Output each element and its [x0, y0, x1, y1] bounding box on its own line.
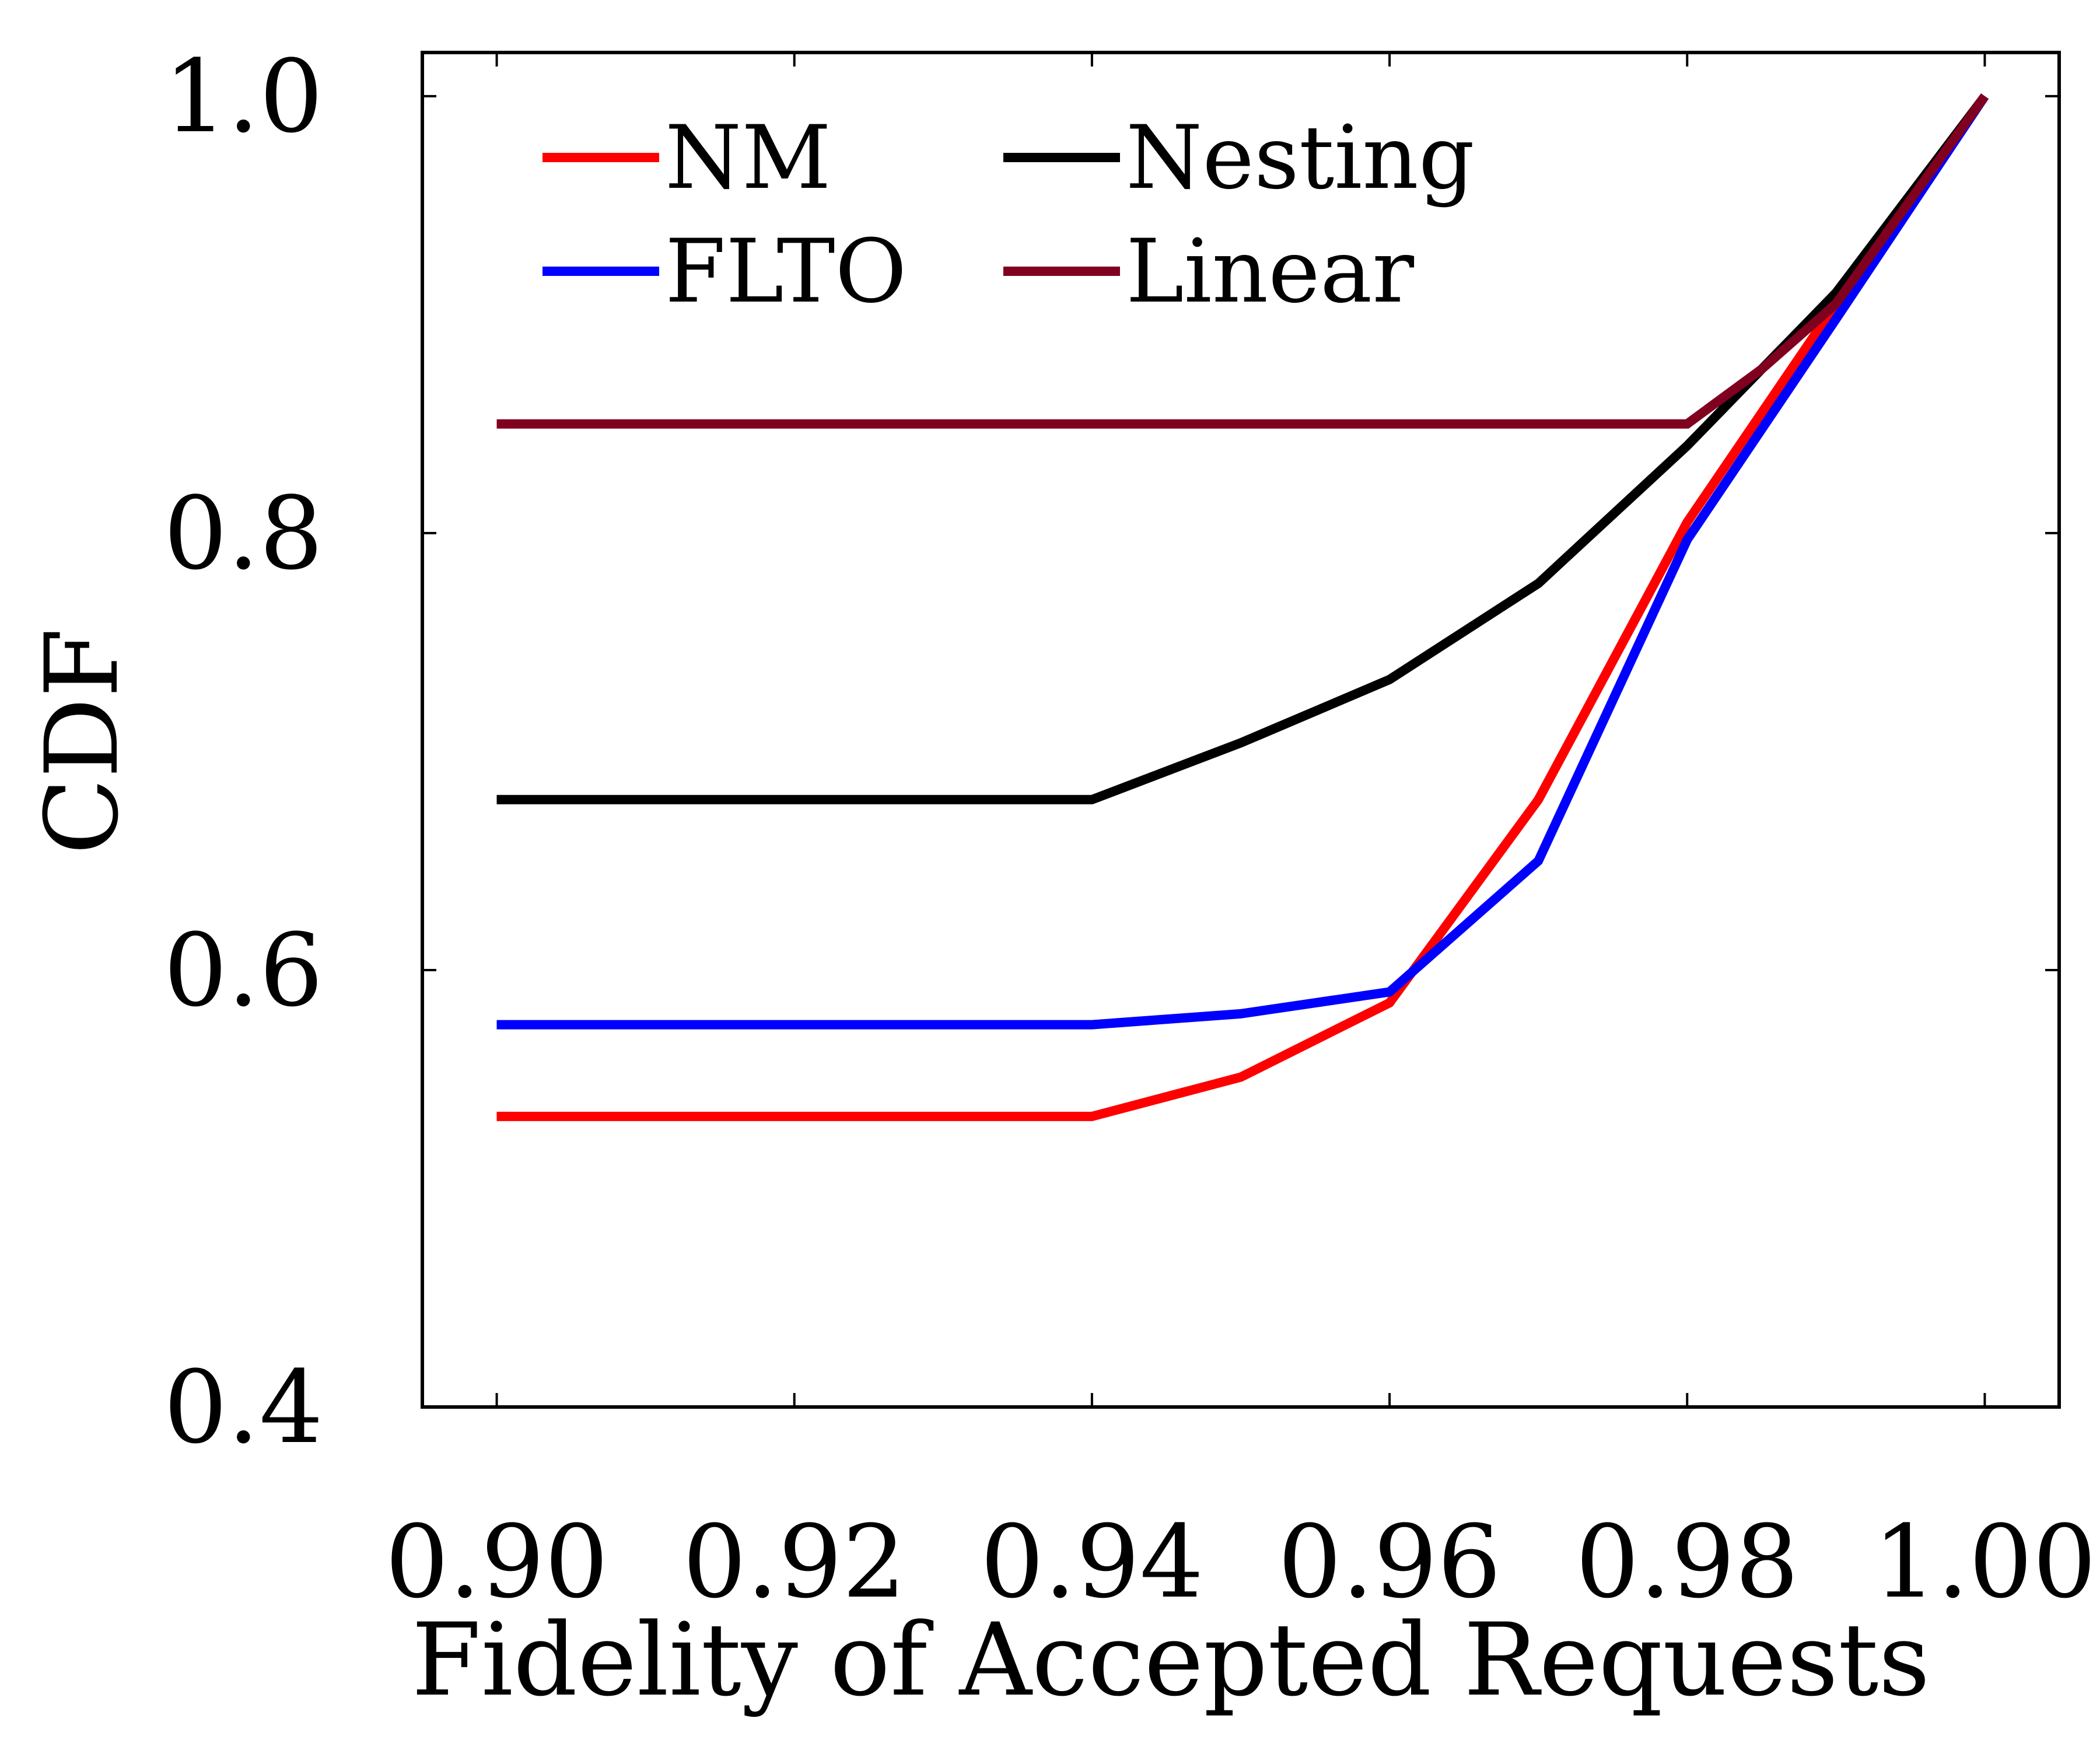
y-tick-label: 0.4: [163, 1349, 323, 1466]
y-tick-label: 1.0: [163, 38, 323, 155]
x-tick-label: 0.96: [1278, 1503, 1502, 1620]
legend-label-nesting: Nesting: [1126, 107, 1475, 209]
legend-label-nm: NM: [665, 107, 831, 209]
x-tick-label: 0.92: [682, 1503, 906, 1620]
y-tick-label: 0.6: [163, 912, 323, 1029]
y-axis-label: CDF: [23, 628, 141, 855]
x-tick-label: 0.94: [980, 1503, 1203, 1620]
ticks-layer: [422, 52, 2059, 1408]
series-line-nm: [496, 93, 1989, 1121]
y-tick-label: 0.8: [163, 475, 323, 592]
series-line-flto: [496, 93, 1989, 1030]
series-line-nesting: [496, 93, 1989, 804]
legend-label-linear: Linear: [1126, 221, 1414, 323]
x-tick-label: 0.90: [385, 1503, 608, 1620]
legend: NM FLTO Nesting Linear: [542, 107, 1475, 323]
series-line-linear: [496, 93, 1989, 429]
x-tick-label: 1.00: [1873, 1503, 2096, 1620]
x-axis-label: Fidelity of Accepted Requests: [411, 1601, 1930, 1718]
x-tick-label: 0.98: [1576, 1503, 1799, 1620]
legend-label-flto: FLTO: [665, 221, 907, 323]
plot-frame: [421, 51, 2061, 1409]
series-layer: [496, 93, 1989, 1121]
tick-labels-layer: 0.90 0.92 0.94 0.96 0.98 1.00 0.4 0.6 0.8 1.0: [163, 38, 2096, 1620]
